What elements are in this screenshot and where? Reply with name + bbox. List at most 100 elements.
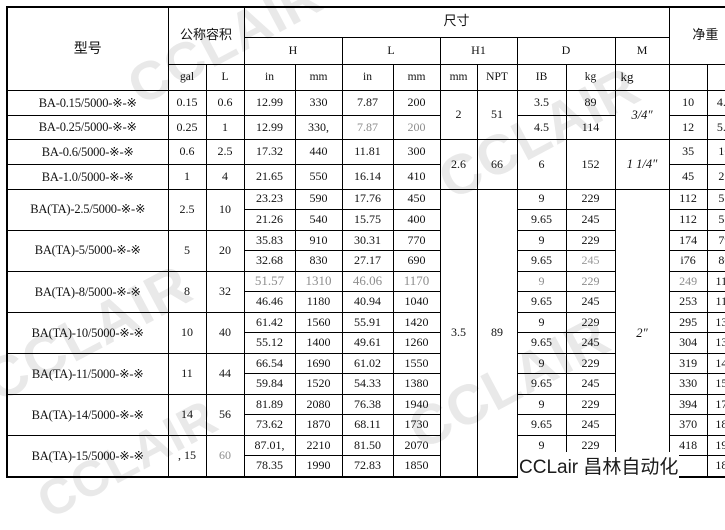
cell-gal: 0.6 xyxy=(167,139,207,165)
col-header-h: H xyxy=(243,36,343,66)
cell-l-in: 81.50 xyxy=(341,434,394,457)
cell-nw-lb: 10 xyxy=(668,90,708,116)
cell-l-mm: 1380 xyxy=(392,373,441,395)
cell-d-kg: 245 xyxy=(565,414,616,436)
cell-nw-kg: 5.4 xyxy=(706,114,725,141)
cell-nw-kg: 134 xyxy=(706,311,725,334)
header-row-2: H L H1 D M xyxy=(7,36,725,66)
cell-nw-lb: 45 xyxy=(668,163,708,190)
cell-m: 1 1/4″ xyxy=(614,139,670,190)
cell-d-ib: 9.65 xyxy=(516,373,567,395)
table-row: BA-1.0/5000-※-※ 1 4 21.65 550 16.14 410 … xyxy=(6,163,725,190)
table-row: BA-0.25/5000-※-※ 0.25 1 12.99 330, 7.87 … xyxy=(6,114,725,141)
cell-d-kg: 229 xyxy=(565,229,616,252)
table-row: 73.62 1870 68.11 1730 9.65 245 370 186 xyxy=(7,414,725,436)
unit-h1-npt: NPT xyxy=(476,64,518,92)
cell-l-mm: 770 xyxy=(392,229,441,252)
cell-nw-lb: 253 xyxy=(668,291,708,313)
cell-l-mm: 410 xyxy=(392,163,441,190)
cell-l-in: 16.14 xyxy=(341,163,394,190)
unit-l-in: in xyxy=(341,64,394,92)
cell-l-mm: 1940 xyxy=(392,393,441,416)
cell-l-mm: 1850 xyxy=(392,455,441,478)
cell-l-in: 27.17 xyxy=(341,250,394,272)
cell-d-kg: 229 xyxy=(565,188,616,211)
cell-h-in: 59.84 xyxy=(243,373,296,395)
cell-gal: 10 xyxy=(167,311,207,354)
cell-h-mm: 1520 xyxy=(294,373,343,395)
cell-d-ib: 9.65 xyxy=(516,209,567,231)
cell-h1-npt: 66 xyxy=(476,139,518,190)
cell-d-kg: 152 xyxy=(565,139,616,190)
cell-l-mm: 1550 xyxy=(392,352,441,375)
cell-h-in: 23.23 xyxy=(243,188,296,211)
cell-liter: 20 xyxy=(205,229,245,272)
cell-nw-lb: 319 xyxy=(668,352,708,375)
cell-d-kg: 245 xyxy=(565,250,616,272)
cell-l-mm: 1420 xyxy=(392,311,441,334)
table-row: BA(TA)-8/5000-※-※ 8 32 51.57 1310 46.06 … xyxy=(6,270,725,313)
table-row: BA-0.6/5000-※-※ 0.6 2.5 17.32 440 11.81 … xyxy=(6,139,725,190)
cell-l-mm: 1730 xyxy=(392,414,441,436)
cell-nw-lb: 249 xyxy=(668,270,708,293)
watermark-brand: CCLair 昌林自动化 xyxy=(518,452,680,479)
cell-h-in: 61.42 xyxy=(243,311,296,334)
cell-liter: 2.5 xyxy=(205,139,245,165)
cell-l-in: 11.81 xyxy=(341,139,394,165)
cell-d-kg: 114 xyxy=(565,114,616,141)
cell-gal: 5 xyxy=(167,229,207,272)
cell-h-in: 12.99 xyxy=(243,114,296,141)
cell-d-ib: 9 xyxy=(516,229,567,252)
cell-h-in: 32.68 xyxy=(243,250,296,272)
cell-d-kg: 229 xyxy=(565,393,616,416)
cell-liter: 56 xyxy=(205,393,245,436)
cell-h-in: 51.57 xyxy=(243,270,296,293)
unit-h-in: in xyxy=(243,64,296,92)
specification-table: 型号 公称容积 尺寸 净重 H L H1 D M gal L in mm in … xyxy=(6,6,725,478)
cell-h-mm: 1180 xyxy=(294,291,343,313)
cell-h1-npt: 51 xyxy=(476,90,518,141)
cell-model: BA(TA)-14/5000-※-※ xyxy=(6,393,169,436)
cell-nw-kg: 4.5 xyxy=(706,90,725,116)
cell-l-mm: 1040 xyxy=(392,291,441,313)
cell-h-in: 73.62 xyxy=(243,414,296,436)
cell-nw-lb: 370 xyxy=(668,414,708,436)
cell-d-kg: 245 xyxy=(565,291,616,313)
table-row: 59.84 1520 54.33 1380 9.65 245 330 150 xyxy=(7,373,725,395)
cell-liter: 10 xyxy=(205,188,245,231)
cell-nw-kg: 115 xyxy=(706,291,725,313)
col-header-dimensions: 尺寸 xyxy=(243,6,670,38)
cell-d-ib: 6 xyxy=(516,139,567,190)
cell-nw-kg: 190 xyxy=(706,434,725,457)
cell-m: 2″ xyxy=(614,188,670,478)
cell-l-in: 15.75 xyxy=(341,209,394,231)
cell-gal: 11 xyxy=(167,352,207,395)
col-header-nominal-volume: 公称容积 xyxy=(167,6,245,66)
cell-nw-lb: 418 xyxy=(668,434,708,457)
header-row-3: gal L in mm in mm mm NPT IB kg kg xyxy=(7,64,725,92)
cell-liter: 44 xyxy=(205,352,245,395)
cell-h1-mm: 3.5 xyxy=(439,188,478,478)
cell-l-mm: 400 xyxy=(392,209,441,231)
cell-model: BA(TA)-5/5000-※-※ xyxy=(6,229,169,272)
cell-h-in: 55.12 xyxy=(243,332,296,354)
unit-liter: L xyxy=(205,64,245,92)
cell-model: BA(TA)-2.5/5000-※-※ xyxy=(6,188,169,231)
cell-d-ib: 9.65 xyxy=(516,291,567,313)
cell-l-in: 30.31 xyxy=(341,229,394,252)
cell-d-kg: 229 xyxy=(565,311,616,334)
cell-model: BA-0.6/5000-※-※ xyxy=(6,139,169,165)
cell-l-in: 68.11 xyxy=(341,414,394,436)
cell-nw-kg: 51 xyxy=(706,188,725,211)
table-row: 46.46 1180 40.94 1040 9.65 245 253 115 xyxy=(7,291,725,313)
cell-nw-kg: 188 xyxy=(706,455,725,478)
table-row: BA(TA)-15/5000-※-※ , 15 60 87.01, 2210 8… xyxy=(6,434,725,478)
cell-h-mm: 1400 xyxy=(294,332,343,354)
cell-d-ib: 9.65 xyxy=(516,250,567,272)
cell-h-in: 35.83 xyxy=(243,229,296,252)
unit-nw-lb xyxy=(668,64,708,92)
cell-l-in: 40.94 xyxy=(341,291,394,313)
cell-nw-kg: 186 xyxy=(706,414,725,436)
cell-liter: 40 xyxy=(205,311,245,354)
